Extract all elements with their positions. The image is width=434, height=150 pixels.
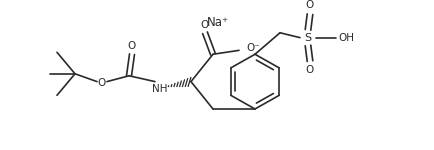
Text: O⁻: O⁻	[246, 43, 259, 53]
Text: Na⁺: Na⁺	[206, 16, 228, 29]
Text: O: O	[201, 20, 209, 30]
Text: NH: NH	[152, 84, 168, 94]
Text: O: O	[305, 0, 313, 10]
Text: O: O	[128, 41, 136, 51]
Text: O: O	[98, 78, 106, 88]
Text: OH: OH	[337, 33, 353, 43]
Text: O: O	[305, 65, 313, 75]
Text: S: S	[304, 33, 311, 43]
